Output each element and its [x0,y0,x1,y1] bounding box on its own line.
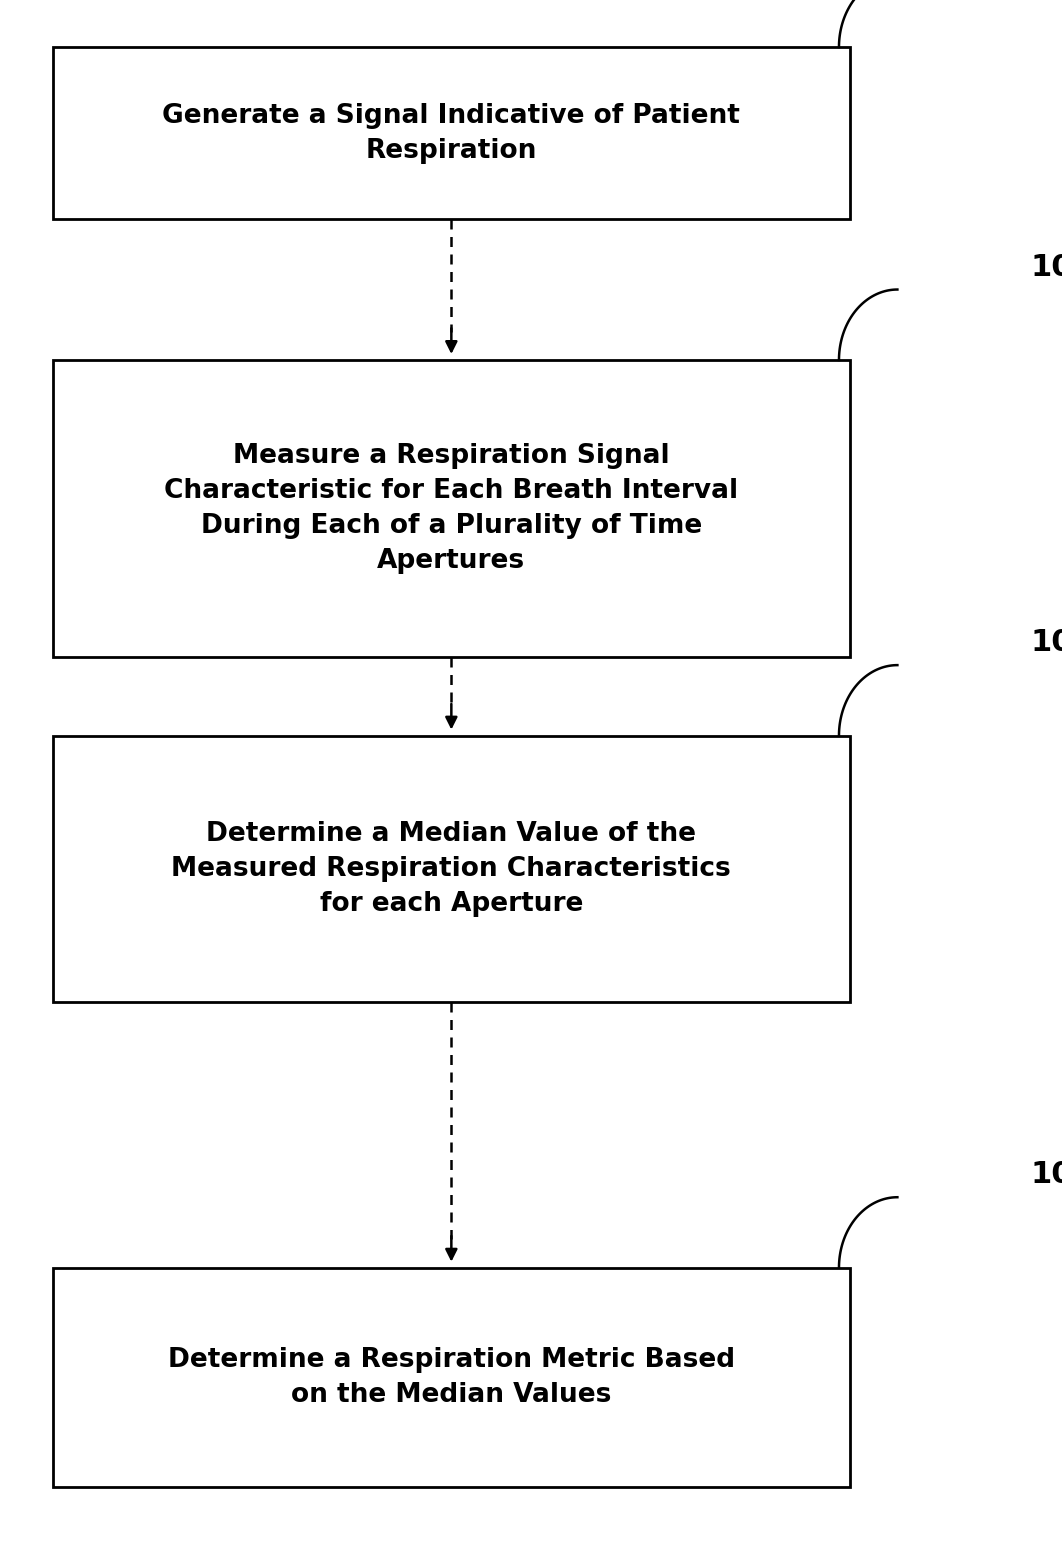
Text: 103: 103 [1030,252,1062,282]
Text: Determine a Median Value of the
Measured Respiration Characteristics
for each Ap: Determine a Median Value of the Measured… [171,820,732,917]
Text: Generate a Signal Indicative of Patient
Respiration: Generate a Signal Indicative of Patient … [162,103,740,163]
FancyBboxPatch shape [53,736,850,1002]
Text: 107: 107 [1030,1160,1062,1189]
Text: Measure a Respiration Signal
Characteristic for Each Breath Interval
During Each: Measure a Respiration Signal Characteris… [165,443,738,574]
FancyBboxPatch shape [53,360,850,657]
Text: 105: 105 [1030,628,1062,657]
Text: Determine a Respiration Metric Based
on the Median Values: Determine a Respiration Metric Based on … [168,1347,735,1407]
FancyBboxPatch shape [53,47,850,219]
FancyBboxPatch shape [53,1268,850,1487]
